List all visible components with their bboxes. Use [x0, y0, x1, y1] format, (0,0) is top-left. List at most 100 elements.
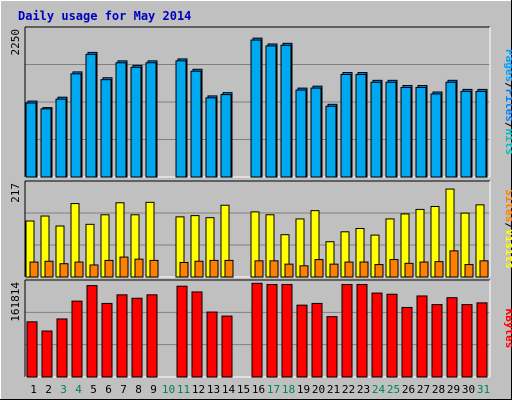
pages-bar	[295, 89, 307, 178]
pages-bar	[55, 98, 67, 178]
sites-bar	[104, 259, 114, 278]
x-tick-label: 21	[327, 383, 340, 396]
kbytes-bar	[401, 306, 413, 378]
bars	[25, 37, 488, 178]
sites-bar	[269, 260, 279, 278]
x-tick-label: 30	[462, 383, 475, 396]
sites-bar	[134, 258, 144, 278]
sites-bar	[209, 259, 219, 278]
pages-bar	[460, 90, 472, 178]
sites-bar	[419, 261, 429, 278]
sites-bar	[149, 259, 159, 278]
kbytes-bar	[416, 295, 428, 378]
kbytes-bar	[176, 285, 188, 378]
kbytes-bar	[191, 291, 203, 378]
right-label-part: Sites	[503, 189, 512, 222]
kbytes-bar	[311, 302, 323, 378]
pages-bar	[340, 73, 352, 178]
pages-bar	[355, 73, 367, 178]
x-tick-label: 12	[192, 383, 205, 396]
sites-bar	[74, 261, 84, 278]
right-label-part: Pages	[503, 49, 512, 82]
kbytes-bar	[431, 304, 443, 378]
panel-2: 217 Sites/Visits	[9, 180, 512, 278]
pages-bar	[415, 86, 427, 178]
sites-bar	[179, 261, 189, 278]
kbytes-bar	[221, 315, 233, 378]
pages-bar	[430, 93, 442, 178]
chart-title: Daily usage for May 2014	[18, 9, 191, 23]
y-max-label: 161814	[9, 282, 22, 322]
kbytes-bar	[386, 293, 398, 378]
x-tick-label: 3	[60, 383, 67, 396]
x-tick-label: 25	[387, 383, 400, 396]
sites-bar	[299, 265, 309, 278]
right-label-part: Hits	[503, 129, 512, 156]
right-label-part: /	[503, 122, 512, 129]
x-tick-label: 9	[150, 383, 157, 396]
sites-bar	[374, 264, 384, 278]
sites-bar	[284, 263, 294, 278]
pages-bar	[325, 105, 337, 178]
pages-bar	[40, 108, 52, 178]
kbytes-bar	[296, 304, 308, 378]
x-tick-label: 17	[267, 383, 280, 396]
kbytes-bar	[71, 300, 83, 378]
kbytes-bar	[281, 283, 293, 378]
x-tick-label: 2	[45, 383, 52, 396]
kbytes-bar	[206, 311, 218, 378]
sites-bar	[119, 256, 129, 278]
pages-bar	[400, 86, 412, 178]
y-max-label: 2250	[9, 29, 22, 56]
pages-bar	[130, 66, 142, 178]
kbytes-bar	[86, 285, 98, 378]
sites-bar	[29, 261, 39, 278]
x-tick-label: 18	[282, 383, 295, 396]
pages-bar	[205, 97, 217, 178]
pages-bar	[250, 39, 262, 178]
panel-3: 161814 KBytes	[9, 279, 512, 378]
pages-bar	[220, 94, 232, 178]
pages-bar	[445, 81, 457, 178]
x-tick-label: 29	[447, 383, 460, 396]
right-label-part: Visits	[503, 229, 512, 269]
x-tick-label: 11	[177, 383, 190, 396]
sites-bar	[194, 260, 204, 278]
kbytes-bar	[461, 304, 473, 378]
pages-bar	[70, 73, 82, 178]
x-tick-label: 22	[342, 383, 355, 396]
x-axis-labels: 1 2 3 4 5 6 7 8 9 10 11 12 13 14 15 16 17 18 19 20 21 22 23 24 2…	[30, 383, 490, 396]
x-tick-label: 28	[432, 383, 445, 396]
right-axis-label: Sites/Visits	[503, 189, 512, 269]
right-axis-label: Pages/Files/Hits	[503, 49, 512, 155]
x-tick-label: 31	[477, 383, 490, 396]
pages-bar	[85, 53, 97, 178]
x-tick-label: 6	[105, 383, 112, 396]
pages-bar	[100, 79, 112, 178]
x-tick-label: 20	[312, 383, 325, 396]
right-axis-label: KBytes	[503, 309, 512, 349]
pages-bar	[385, 81, 397, 178]
kbytes-bar	[101, 302, 113, 378]
x-tick-label: 8	[135, 383, 142, 396]
pages-bar	[145, 62, 157, 178]
sites-bar	[254, 260, 264, 278]
sites-bar	[344, 261, 354, 278]
x-tick-label: 13	[207, 383, 220, 396]
sites-bar	[359, 261, 369, 278]
sites-bar	[479, 260, 489, 278]
sites-bar	[59, 263, 69, 278]
pages-bar	[115, 62, 127, 178]
y-max-label: 217	[9, 183, 22, 203]
sites-bar	[314, 259, 324, 278]
bars	[25, 188, 489, 278]
pages-bar	[175, 60, 187, 178]
sites-bar	[464, 264, 474, 278]
x-tick-label: 10	[162, 383, 175, 396]
sites-bar	[329, 263, 339, 278]
kbytes-bar	[371, 292, 383, 378]
kbytes-bar	[56, 318, 68, 378]
pages-bar	[310, 87, 322, 178]
